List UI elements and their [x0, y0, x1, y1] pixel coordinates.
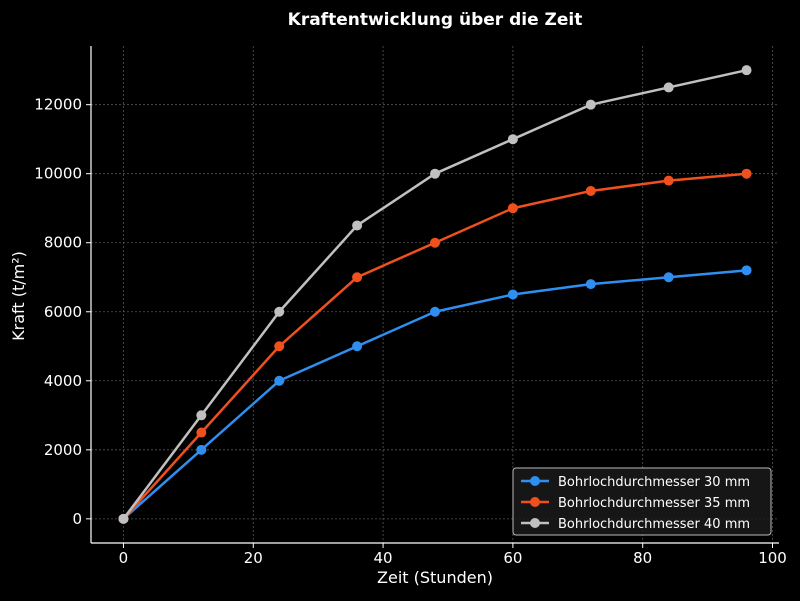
data-point-s1-6 [585, 279, 596, 290]
data-point-s2-1 [196, 427, 207, 438]
data-point-s1-2 [274, 375, 285, 386]
y-tick-label-0: 0 [72, 510, 82, 528]
data-point-s3-7 [663, 82, 674, 93]
y-tick-label-4000: 4000 [44, 372, 82, 390]
legend-entry-35mm: Bohrlochdurchmesser 35 mm [521, 496, 750, 511]
data-point-s3-2 [274, 306, 285, 317]
legend-marker-35mm [530, 497, 540, 507]
y-tick-label-12000: 12000 [34, 96, 82, 114]
legend-label-35mm: Bohrlochdurchmesser 35 mm [558, 496, 750, 511]
series-group [118, 65, 752, 524]
data-point-s2-7 [663, 175, 674, 186]
data-point-s3-8 [741, 65, 752, 76]
legend-entry-40mm: Bohrlochdurchmesser 40 mm [521, 517, 750, 532]
x-tick-label-40: 40 [374, 549, 393, 567]
y-tick-label-6000: 6000 [44, 303, 82, 321]
data-point-s1-7 [663, 272, 674, 283]
legend-label-30mm: Bohrlochdurchmesser 30 mm [558, 475, 750, 490]
legend-label-40mm: Bohrlochdurchmesser 40 mm [558, 517, 750, 532]
data-point-s2-4 [430, 237, 440, 248]
y-tick-label-2000: 2000 [44, 441, 82, 459]
data-point-s2-3 [352, 272, 363, 283]
data-point-s1-5 [507, 289, 518, 300]
data-point-s2-6 [585, 185, 596, 196]
legend-box [512, 467, 772, 536]
data-point-s1-8 [741, 265, 752, 276]
data-point-s3-4 [430, 168, 440, 179]
data-point-s3-5 [507, 134, 518, 145]
data-point-s3-3 [352, 220, 363, 231]
data-point-s1-3 [352, 341, 363, 352]
axes: 0 20 40 60 80 100 0 2000 4000 6000 8000 10000 12000 [34, 46, 787, 567]
x-tick-label-20: 20 [244, 549, 263, 567]
chart-title: Kraftentwicklung über die Zeit [288, 10, 583, 30]
legend-entry-30mm: Bohrlochdurchmesser 30 mm [521, 475, 750, 490]
x-axis-label: Zeit (Stunden) [377, 568, 493, 587]
data-point-s3-0 [118, 513, 129, 524]
data-point-s1-1 [196, 444, 207, 455]
x-tick-label-0: 0 [119, 549, 129, 567]
y-tick-label-10000: 10000 [34, 165, 82, 183]
data-point-s1-4 [430, 306, 440, 317]
series-3 [118, 65, 752, 524]
data-point-s2-5 [507, 203, 518, 214]
legend: Bohrlochdurchmesser 30 mm Bohrlochdurchm… [512, 467, 772, 536]
x-tick-label-80: 80 [633, 549, 652, 567]
data-point-s3-6 [585, 99, 596, 110]
data-point-s3-1 [196, 410, 207, 421]
y-tick-label-8000: 8000 [44, 234, 82, 252]
x-tick-label-100: 100 [758, 549, 787, 567]
legend-marker-30mm [530, 476, 540, 486]
y-axis-label: Kraft (t/m²) [9, 251, 28, 341]
legend-marker-40mm [530, 518, 540, 528]
data-point-s2-8 [741, 168, 752, 179]
x-tick-label-60: 60 [503, 549, 522, 567]
data-point-s2-2 [274, 341, 285, 352]
